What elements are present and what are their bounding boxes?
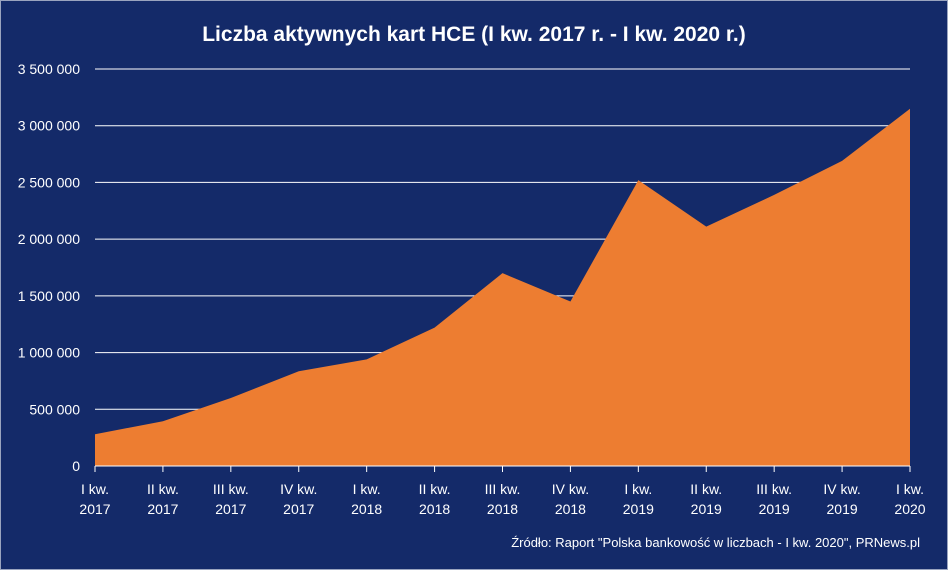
y-tick-label: 3 000 000 (18, 118, 80, 134)
x-tick-label: I kw. 2018 (351, 481, 382, 517)
x-tick-label: II kw. 2018 (419, 481, 451, 517)
y-tick-label: 0 (72, 458, 80, 474)
x-tick-label: III kw. 2019 (756, 481, 792, 517)
area-fill (95, 108, 910, 466)
y-tick-label: 2 000 000 (18, 231, 80, 247)
y-tick-label: 1 000 000 (18, 345, 80, 361)
x-tick-label: III kw. 2017 (213, 481, 249, 517)
x-tick-label: I kw. 2020 (894, 481, 925, 517)
x-tick-label: III kw. 2018 (485, 481, 521, 517)
area-series (94, 108, 911, 466)
y-axis-ticks: 0 500 000 1 000 000 1 500 000 2 000 000 2 500… (18, 61, 81, 474)
x-tick-label: IV kw. 2019 (823, 481, 860, 517)
x-tick-label: IV kw. 2018 (552, 481, 589, 517)
y-tick-label: 2 500 000 (18, 174, 80, 190)
x-tick-label: IV kw. 2017 (280, 481, 317, 517)
x-tick-label: I kw. 2019 (623, 481, 654, 517)
x-tick-label: II kw. 2019 (690, 481, 722, 517)
y-tick-label: 3 500 000 (18, 61, 80, 77)
x-axis: I kw. 2017 II kw. 2017 III kw. 2017 IV kw. 2017… (79, 465, 926, 517)
x-tick-label: II kw. 2017 (147, 481, 179, 517)
y-tick-label: 1 500 000 (18, 288, 80, 304)
chart-title: Liczba aktywnych kart HCE (I kw. 2017 r.… (202, 23, 746, 46)
x-tick-label: I kw. 2017 (79, 481, 110, 517)
y-tick-label: 500 000 (29, 401, 80, 417)
source-note: Źródło: Raport "Polska bankowość w liczb… (511, 535, 920, 550)
